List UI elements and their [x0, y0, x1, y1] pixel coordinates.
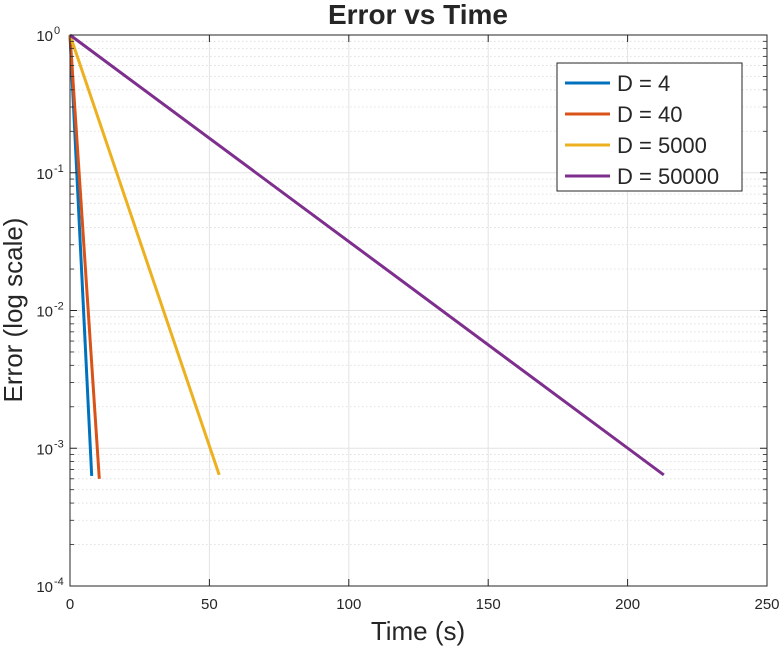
y-tick-label: 10: [36, 304, 53, 321]
legend-label: D = 40: [617, 102, 682, 127]
y-tick-exponent: -1: [54, 163, 64, 175]
x-tick-label: 200: [615, 596, 640, 613]
y-tick-label: 10: [36, 441, 53, 458]
legend-label: D = 50000: [617, 164, 719, 189]
series-line-3: [68, 34, 221, 476]
y-tick-exponent: -3: [54, 438, 64, 450]
ticks: [69, 34, 768, 587]
legend-label: D = 5000: [617, 133, 707, 158]
legend-label: D = 4: [617, 71, 670, 96]
y-axis-label: Error (log scale): [0, 218, 28, 403]
y-tick-exponent: 0: [54, 25, 60, 37]
x-axis-label: Time (s): [371, 616, 465, 646]
y-tick-label: 10: [36, 579, 53, 596]
x-tick-label: 100: [336, 596, 361, 613]
series-line-2: [68, 34, 101, 479]
legend: D = 4 D = 40 D = 5000 D = 50000: [556, 62, 743, 192]
x-tick-label: 250: [754, 596, 779, 613]
series-line-4: [69, 33, 665, 477]
chart-title: Error vs Time: [328, 0, 508, 30]
y-tick-exponent: -4: [54, 576, 64, 588]
x-tick-labels: 0 50 100 150 200 250: [66, 596, 780, 613]
x-tick-label: 150: [476, 596, 501, 613]
y-tick-label: 10: [36, 28, 53, 45]
y-tick-label: 10: [36, 166, 53, 183]
x-tick-label: 50: [201, 596, 218, 613]
x-tick-label: 0: [66, 596, 74, 613]
series-layer: [68, 33, 665, 479]
y-tick-exponent: -2: [54, 301, 64, 313]
